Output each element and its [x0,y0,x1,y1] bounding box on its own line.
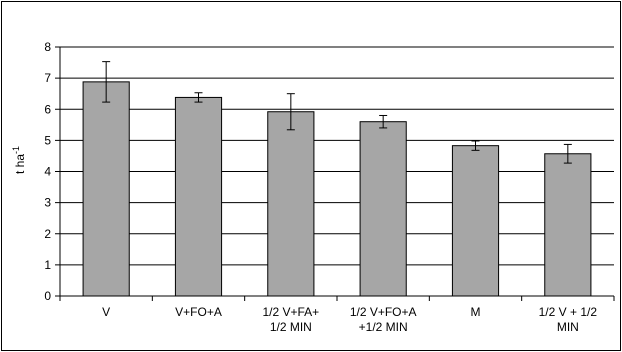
y-tick-label: 2 [44,227,51,241]
x-category-labels: V V+FO+A 1/2 V+FA+ 1/2 MIN 1/2 V+FO+A +1/2 MI… [102,305,597,334]
y-tick-label: 0 [44,289,51,303]
x-category-label: V [102,305,110,319]
grid-lines [60,46,614,266]
y-tick-labels: 0 1 2 3 4 5 6 7 8 [44,40,51,303]
y-axis-label-superscript: -1 [11,146,21,154]
error-bar [102,61,111,103]
x-category-label: 1/2 V+FO+A +1/2 MIN [350,305,417,334]
x-category-label: M [471,305,481,319]
error-bars [102,61,572,164]
x-category-label: 1/2 V + 1/2 MIN [539,305,598,334]
x-category-label: V+FO+A [175,305,222,319]
bar [82,81,130,297]
bar [544,153,592,297]
x-category-label: 1/2 V+FA+ 1/2 MIN [262,305,319,334]
error-bar [286,93,295,131]
error-bar [194,92,203,103]
y-tick-label: 7 [44,71,51,85]
y-tick-label: 6 [44,102,51,116]
error-bar [471,140,480,151]
bar [451,145,500,297]
bars [82,81,592,297]
y-tick-label: 3 [44,196,51,210]
axes [55,46,615,301]
y-tick-label: 4 [44,165,51,179]
bar [267,111,315,297]
bar [174,96,223,297]
y-axis-label-text: t ha [13,154,27,174]
y-axis-label: t ha-1 [11,146,27,174]
error-bar [379,114,388,129]
y-tick-label: 8 [44,40,51,54]
error-bar [563,143,572,164]
y-tick-label: 5 [44,133,51,147]
y-tick-label: 1 [44,258,51,272]
bar [359,121,407,297]
